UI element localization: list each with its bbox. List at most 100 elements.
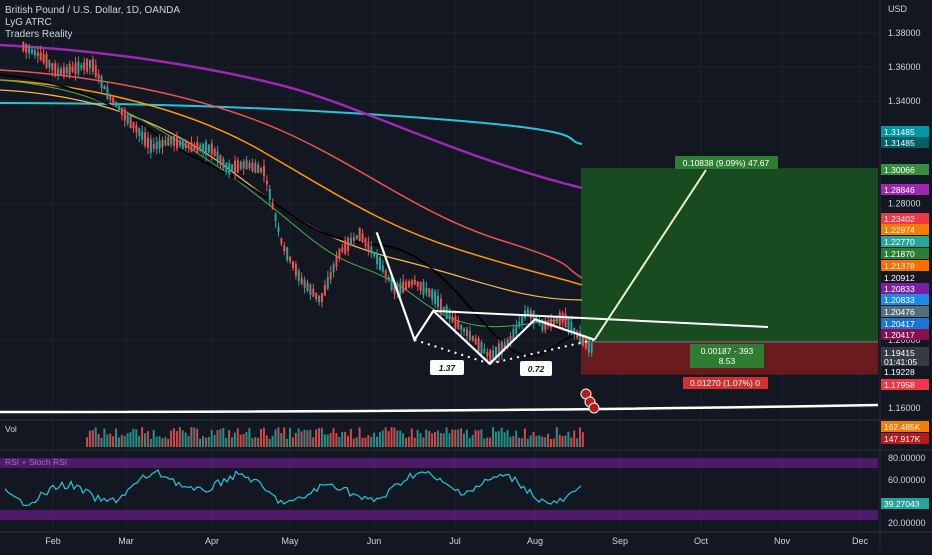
volume-bar — [86, 437, 88, 447]
volume-bar — [225, 437, 228, 447]
candle-body — [112, 97, 115, 105]
volume-bar — [262, 427, 265, 447]
volume-bar — [413, 437, 416, 447]
candle-body — [347, 237, 350, 251]
candle-body — [439, 298, 442, 312]
candle-body — [526, 308, 529, 315]
candle-body — [251, 162, 254, 172]
volume-bar — [204, 437, 207, 447]
price-axis-tick: 1.34000 — [888, 96, 921, 106]
candle-body — [413, 279, 416, 285]
support-curve — [0, 403, 879, 414]
volume-bar — [173, 428, 175, 447]
candle-body — [54, 63, 57, 76]
candle-body — [132, 122, 135, 129]
candle-body — [422, 281, 425, 295]
volume-bar — [518, 437, 521, 447]
volume-bar — [274, 429, 277, 447]
time-axis-tick: Sep — [612, 536, 628, 546]
volume-bar — [190, 427, 193, 447]
candle-body — [176, 135, 178, 149]
candle-body — [303, 279, 306, 288]
candle-body — [42, 53, 45, 63]
candle-body — [283, 245, 286, 252]
candle-body — [489, 350, 492, 363]
volume-bar — [393, 427, 396, 447]
volume-bar — [442, 433, 445, 447]
volume-bar — [378, 431, 381, 447]
volume-bar — [123, 435, 126, 447]
profit-label: 0.10838 (9.09%) 47.67 — [683, 158, 770, 168]
volume-bar — [541, 436, 544, 447]
volume-bar — [480, 429, 483, 447]
candle-body — [196, 142, 199, 154]
volume-bar — [387, 431, 390, 447]
candle-body — [341, 247, 344, 252]
candle-body — [129, 115, 132, 129]
candle-body — [492, 350, 495, 359]
volume-bar — [289, 428, 291, 447]
volume-bar — [486, 437, 489, 447]
volume-bar — [141, 427, 144, 447]
candle-body — [463, 328, 466, 332]
volume-bar — [181, 430, 184, 447]
volume-bar — [463, 433, 465, 447]
candle-body — [521, 314, 524, 324]
candle-body — [474, 338, 477, 345]
candle-body — [425, 287, 428, 293]
candle-body — [109, 95, 112, 100]
rsi-axis-tick: 20.00000 — [888, 518, 926, 528]
volume-bar — [309, 429, 312, 447]
price-tag-label: 1.20476 — [884, 307, 915, 317]
volume-bar — [434, 432, 436, 447]
candle-body — [31, 49, 33, 54]
candle-body — [115, 102, 118, 107]
candle-body — [103, 85, 106, 90]
volume-tag2: 147.917K — [884, 434, 921, 444]
volume-bar — [175, 430, 178, 447]
volume-bar — [187, 435, 190, 447]
candle-body — [518, 321, 521, 327]
price-tag-label: 01:41:05 — [884, 357, 917, 367]
candle-body — [457, 320, 460, 330]
volume-bar — [242, 433, 245, 447]
candle-body — [529, 310, 532, 319]
volume-bar — [312, 437, 315, 447]
volume-bar — [538, 435, 541, 447]
volume-bar — [428, 431, 431, 447]
rsi-line — [4, 469, 582, 506]
price-tag-box — [881, 224, 929, 235]
volume-bar — [468, 437, 471, 447]
candle-body — [51, 63, 54, 71]
candle-body — [419, 281, 422, 291]
candle-body — [271, 202, 274, 210]
candle-body — [25, 43, 28, 53]
volume-bar — [207, 436, 210, 447]
volume-bar — [135, 429, 138, 447]
volume-bar — [126, 433, 129, 447]
candle-body — [22, 41, 25, 52]
volume-bar — [347, 435, 349, 447]
volume-bar — [550, 438, 552, 447]
volume-bar — [564, 435, 567, 447]
volume-bar — [332, 428, 335, 447]
volume-bar — [422, 437, 425, 447]
price-axis-tick: 1.38000 — [888, 28, 921, 38]
price-tag-box — [881, 306, 929, 317]
volume-bar — [196, 428, 199, 447]
volume-bar — [500, 427, 503, 447]
volume-bar — [477, 430, 480, 447]
volume-bar — [146, 431, 149, 447]
volume-bar — [100, 437, 103, 447]
ratio-right-box — [520, 361, 552, 376]
candle-body — [393, 283, 396, 294]
candle-body — [187, 144, 190, 148]
volume-bar — [170, 430, 173, 447]
candle-body — [205, 141, 207, 155]
price-tag-label: 1.22974 — [884, 225, 915, 235]
candle-body — [361, 233, 364, 243]
volume-bar — [555, 427, 558, 447]
candle-body — [405, 281, 408, 290]
